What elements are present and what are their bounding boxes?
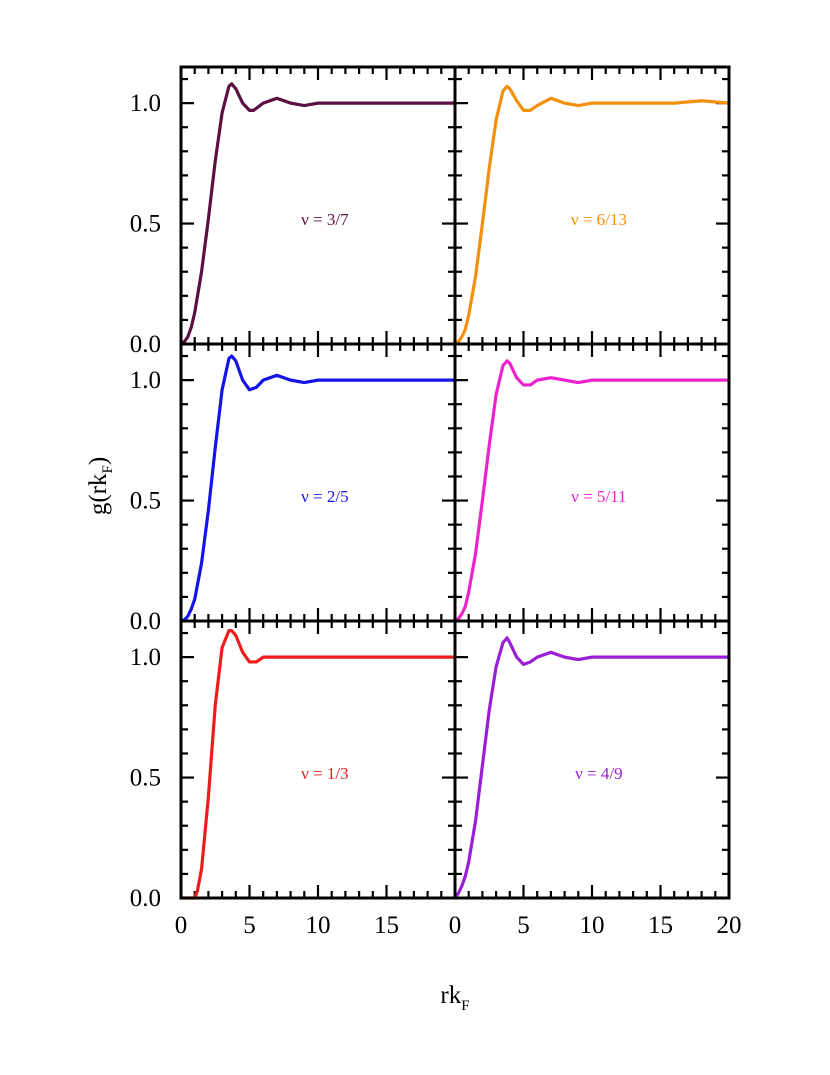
y-tick-label: 0.0 [130,608,161,635]
series-label: ν = 2/5 [301,487,349,506]
panel-6 [453,619,731,900]
y-tick-label: 0.5 [130,488,161,515]
panel-frame [453,342,731,623]
series-label: ν = 4/9 [575,764,623,783]
series-label: ν = 1/3 [301,764,349,783]
y-tick-label: 0.5 [130,765,161,792]
y-axis-title-main: g(rk [85,473,112,515]
panel-4 [453,342,731,623]
y-tick-label: 0.0 [130,331,161,358]
x-tick-label: 15 [648,912,673,939]
x-tick-label: 5 [243,912,256,939]
panel-3 [179,342,457,623]
y-tick-label: 0.0 [130,885,161,912]
panel-frame [179,619,457,900]
series-line [179,629,457,900]
y-tick-label: 1.0 [130,367,161,394]
panels [179,65,731,900]
x-axis-title-sub: F [461,998,469,1014]
series-label: ν = 3/7 [301,210,349,229]
x-tick-label: 0 [175,912,188,939]
y-tick-label: 1.0 [130,644,161,671]
y-tick-label: 1.0 [130,90,161,117]
series-label: ν = 6/13 [571,210,627,229]
panel-2 [453,65,731,346]
x-tick-label: 0 [449,912,462,939]
x-tick-label: 20 [717,912,742,939]
panel-frame [453,619,731,900]
x-tick-label: 15 [374,912,399,939]
series-line [179,82,457,346]
series-line [453,359,731,623]
x-axis-title-main: rk [440,982,461,1009]
panel-5 [179,619,457,900]
series-line [453,636,731,900]
x-tick-label: 10 [580,912,605,939]
series-line [179,354,457,623]
series-label: ν = 5/11 [571,487,626,506]
y-axis-title-close: ) [85,457,112,465]
x-tick-label: 10 [306,912,331,939]
x-tick-label: 5 [517,912,530,939]
panel-frame [453,65,731,346]
y-axis-title-sub: F [100,465,116,473]
series-line [453,84,731,346]
y-tick-label: 0.5 [130,211,161,238]
panel-1 [179,65,457,346]
axis-text: ν = 3/7 ν = 6/13 ν = 2/5 ν = 5/11 ν = 1/3 ν =… [130,90,742,939]
x-axis-title: rkF [440,982,469,1014]
y-axis-title: g(rkF) [85,457,116,515]
